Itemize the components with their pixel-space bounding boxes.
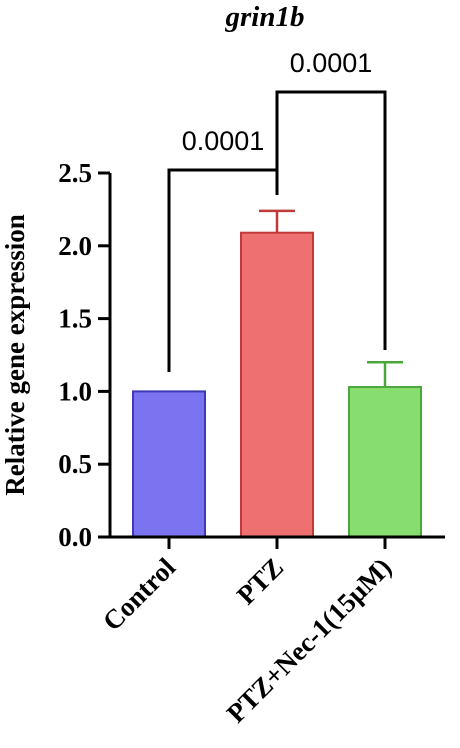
- y-tick-label: 0.0: [58, 522, 92, 552]
- y-tick-label: 2.5: [58, 158, 92, 188]
- bar: [348, 386, 422, 539]
- bar: [132, 390, 206, 538]
- x-tick-label: PTZ: [231, 552, 289, 610]
- y-tick-label: 2.0: [58, 231, 92, 261]
- y-tick-label: 0.5: [58, 449, 92, 479]
- x-tick-label: Control: [97, 552, 182, 637]
- y-axis: 0.0 0.5 1.0 1.5 2.0 2.5: [58, 158, 112, 552]
- y-tick-label: 1.5: [58, 304, 92, 334]
- y-tick-label: 1.0: [58, 376, 92, 406]
- bars-group: [132, 231, 422, 539]
- significance-bracket: [275, 90, 387, 350]
- p-value-label: 0.0001: [182, 126, 265, 156]
- significance-brackets: 0.0001 0.0001: [167, 48, 387, 372]
- chart-title: grin1b: [225, 1, 305, 33]
- error-bars-group: [259, 209, 403, 388]
- y-axis-label: Relative gene expression: [0, 214, 30, 495]
- bar: [240, 231, 314, 538]
- p-value-label: 0.0001: [290, 48, 373, 78]
